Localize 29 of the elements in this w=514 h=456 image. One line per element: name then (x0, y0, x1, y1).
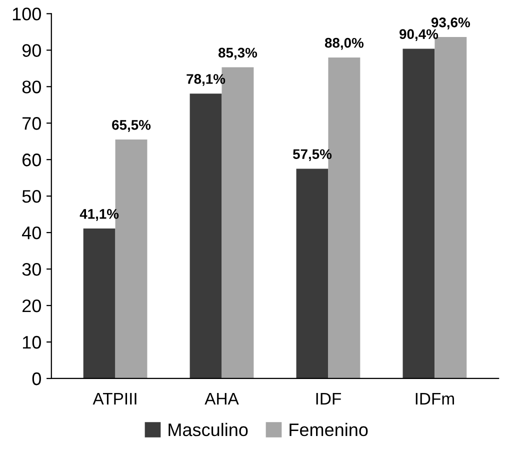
y-tick-label: 40 (22, 226, 41, 240)
bar (296, 168, 328, 378)
y-tick-label: 100 (12, 8, 41, 20)
data-label: 85,3% (218, 48, 258, 60)
data-label: 93,6% (431, 18, 470, 30)
legend-label: Masculino (168, 422, 248, 436)
x-tick-label: AHA (204, 392, 239, 404)
bar (190, 94, 222, 378)
y-tick-label: 30 (22, 262, 41, 276)
data-label: 41,1% (80, 209, 119, 221)
data-label: 57,5% (292, 149, 332, 162)
legend-label: Femenino (290, 422, 368, 436)
bar (83, 228, 116, 378)
y-tick-label: 90 (22, 44, 41, 57)
y-tick-label: 70 (22, 117, 41, 130)
data-label: 88,0% (324, 38, 364, 50)
y-tick-label: 50 (22, 190, 41, 203)
y-tick-label: 10 (22, 336, 41, 349)
y-tick-label: 60 (22, 154, 41, 166)
x-tick-label: IDFm (416, 392, 454, 404)
y-tick-label: 20 (22, 299, 41, 312)
bar (402, 48, 435, 378)
data-label: 65,5% (112, 120, 151, 132)
y-tick-label: 0 (32, 372, 41, 386)
y-tick-label: 80 (22, 80, 41, 94)
data-label: 90,4% (400, 29, 438, 42)
data-label: 78,1% (186, 74, 226, 86)
x-tick-label: ATPIII (92, 392, 136, 404)
x-tick-label: IDF (316, 392, 341, 404)
